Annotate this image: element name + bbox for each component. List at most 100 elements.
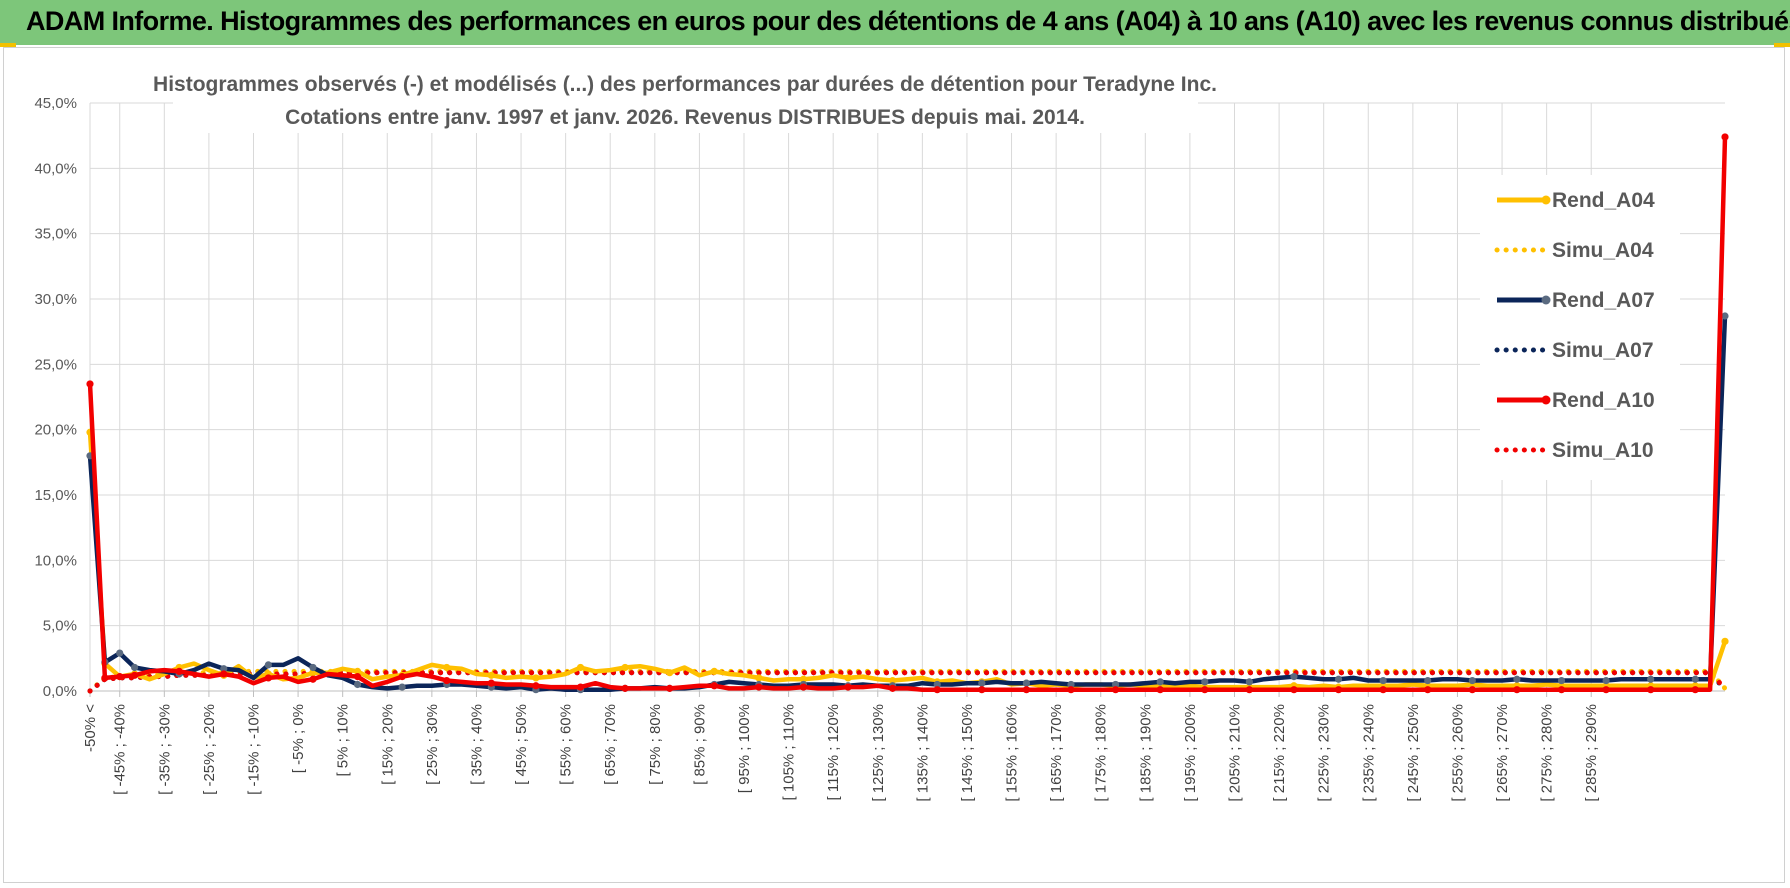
data-point-rend-a04: [666, 669, 674, 677]
x-tick-label: [ 205% ; 210%: [1227, 704, 1244, 802]
x-tick-label: [ 235% ; 240%: [1360, 704, 1377, 802]
x-tick-label: [ -15% ; -10%: [246, 704, 263, 795]
y-tick-label: 0,0%: [43, 683, 77, 700]
data-point-rend-a07: [1290, 673, 1298, 681]
x-tick-label: [ 215% ; 220%: [1271, 704, 1288, 802]
x-tick-label: [ 175% ; 180%: [1093, 704, 1110, 802]
chart-grid: [89, 102, 1725, 692]
chart-title-background: [173, 65, 1198, 133]
data-point-rend-a04: [710, 667, 718, 676]
data-point-rend-a04: [889, 676, 897, 685]
data-point-rend-a10: [1245, 686, 1253, 694]
x-tick-label: [ 85% ; 90%: [691, 704, 708, 785]
data-point-rend-a10: [1602, 686, 1610, 694]
data-point-rend-a10: [1721, 133, 1729, 141]
data-point-rend-a04: [576, 663, 585, 672]
data-point-rend-a10: [1647, 686, 1655, 694]
x-tick-label: [ 265% ; 270%: [1494, 704, 1511, 802]
legend-marker-rend-a07: [1541, 295, 1551, 305]
x-tick-label: [ 255% ; 260%: [1449, 704, 1466, 802]
legend-label-simu-a04: Simu_A04: [1552, 239, 1654, 262]
chart-frame: [3, 47, 1785, 883]
data-point-rend-a07: [1513, 675, 1521, 683]
data-point-rend-a10: [799, 683, 808, 691]
data-point-rend-a07: [264, 661, 272, 669]
corner-accent-left: [0, 43, 16, 47]
x-tick-label: [ 145% ; 150%: [959, 704, 976, 802]
data-point-rend-a10: [101, 674, 109, 682]
chart-title-line-1: Histogrammes observés (-) et modélisés (…: [153, 73, 1217, 96]
data-point-rend-a07: [1557, 676, 1566, 685]
data-point-rend-a07: [1424, 676, 1432, 685]
title-banner: ADAM Informe. Histogrammes des performan…: [0, 0, 1790, 45]
x-tick-label: [ 95% ; 100%: [736, 704, 753, 793]
legend-label-rend-a04: Rend_A04: [1552, 189, 1655, 212]
data-point-rend-a07: [1647, 675, 1655, 683]
data-point-rend-a10: [844, 683, 852, 691]
data-point-rend-a04: [799, 675, 808, 683]
data-point-rend-a10: [1067, 686, 1075, 694]
data-point-rend-a10: [1557, 686, 1566, 694]
data-point-rend-a04: [844, 674, 852, 682]
data-point-rend-a04: [532, 674, 540, 682]
corner-accent-right: [1774, 43, 1790, 47]
data-point-rend-a10: [755, 683, 763, 691]
x-tick-label: -50% <: [82, 704, 99, 752]
x-tick-label: [ 125% ; 130%: [870, 704, 887, 802]
data-point-rend-a07: [130, 663, 139, 672]
x-tick-label: [ 245% ; 250%: [1405, 704, 1422, 802]
x-tick-label: [ 115% ; 120%: [825, 704, 842, 800]
data-point-rend-a10: [116, 673, 124, 681]
data-point-rend-a10: [264, 674, 272, 682]
data-point-rend-a07: [353, 680, 362, 689]
data-point-rend-a10: [398, 673, 406, 681]
x-tick-label: [ 195% ; 200%: [1182, 704, 1199, 802]
data-point-rend-a07: [1201, 678, 1209, 686]
data-point-rend-a07: [1334, 675, 1343, 683]
data-point-rend-a07: [398, 683, 406, 691]
legend-label-simu-a07: Simu_A07: [1552, 339, 1654, 362]
data-point-rend-a10: [353, 673, 362, 681]
x-tick-label: [ 65% ; 70%: [602, 704, 619, 785]
y-tick-label: 30,0%: [34, 291, 77, 308]
data-point-rend-a10: [1334, 686, 1343, 694]
data-point-rend-a07: [1721, 312, 1729, 320]
x-tick-label: [ 45% ; 50%: [513, 704, 530, 785]
data-point-rend-a07: [309, 663, 317, 672]
series-line-rend-a07: [87, 315, 1728, 692]
y-tick-label: 35,0%: [34, 226, 77, 243]
x-tick-label: [ 155% ; 160%: [1004, 704, 1021, 802]
data-point-rend-a10: [889, 684, 897, 692]
series-line-rend-a04: [87, 432, 1728, 690]
data-point-rend-a07: [1067, 680, 1075, 689]
y-tick-label: 45,0%: [34, 95, 77, 112]
data-point-rend-a10: [487, 679, 495, 687]
x-tick-label: [ -25% ; -20%: [201, 704, 218, 795]
data-point-rend-a07: [116, 649, 124, 657]
legend-label-simu-a10: Simu_A10: [1552, 439, 1654, 462]
y-axis: 0,0% 5,0% 10,0% 15,0% 20,0% 25,0% 30,0% 35,0% 40…: [34, 95, 77, 700]
data-point-rend-a10: [978, 686, 986, 694]
x-tick-label: [ 35% ; 40%: [468, 704, 485, 785]
data-point-rend-a10: [1111, 686, 1120, 694]
data-point-rend-a10: [1468, 686, 1476, 694]
data-point-rend-a07: [1691, 675, 1699, 683]
data-point-rend-a04: [487, 671, 495, 679]
data-point-rend-a10: [621, 684, 629, 692]
data-point-rend-a04: [353, 667, 362, 676]
x-tick-label: [ 165% ; 170%: [1048, 704, 1065, 802]
data-point-rend-a10: [443, 676, 451, 685]
y-tick-label: 25,0%: [34, 356, 77, 373]
legend-label-rend-a07: Rend_A07: [1552, 289, 1655, 312]
data-point-rend-a10: [710, 682, 718, 690]
data-point-rend-a10: [1379, 686, 1387, 694]
data-point-rend-a10: [1290, 686, 1298, 694]
x-tick-label: [ 135% ; 140%: [914, 704, 931, 802]
data-point-rend-a10: [309, 675, 317, 683]
x-tick-label: [ 25% ; 30%: [424, 704, 441, 785]
data-point-rend-a07: [1111, 680, 1120, 689]
data-point-rend-a10: [220, 670, 228, 678]
data-point-rend-a10: [175, 667, 183, 676]
series-line-simu-a10: [87, 670, 1728, 694]
